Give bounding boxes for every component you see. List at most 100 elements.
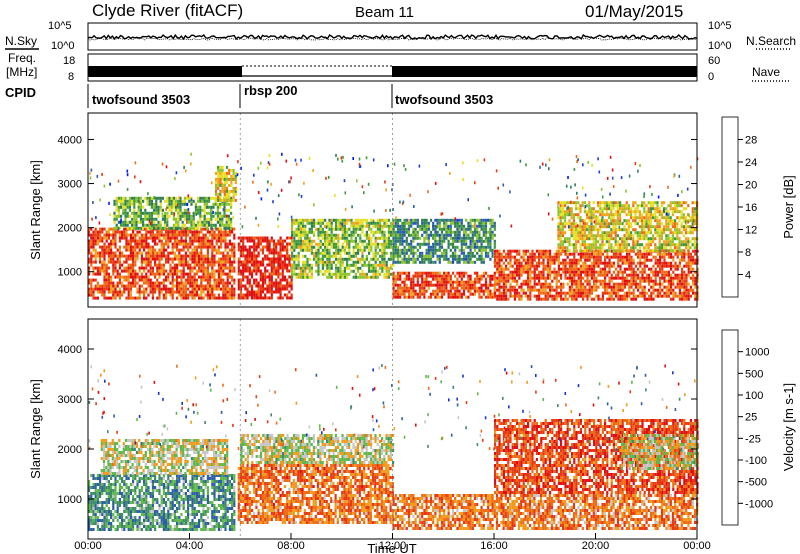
power-echo-cell [601, 291, 604, 295]
power-echo-cell [184, 257, 187, 261]
power-echo-cell [149, 257, 152, 261]
noise-right-ytick-top: 10^5 [708, 20, 732, 32]
power-echo-cell [562, 264, 565, 268]
power-echo-cell [637, 261, 640, 265]
power-echo-cell [136, 287, 139, 291]
power-echo-cell [326, 269, 329, 273]
power-echo-cell [244, 245, 247, 249]
power-echo-cell [194, 226, 197, 230]
power-echo-cell [191, 284, 194, 288]
power-echo-cell [297, 260, 300, 264]
power-echo-cell [302, 221, 305, 225]
power-echo-cell [376, 242, 379, 246]
power-echo-cell [689, 264, 692, 268]
power-echo-cell [425, 248, 428, 252]
power-echo-cell [272, 266, 276, 270]
power-echo-cell [257, 254, 260, 258]
power-echo-cell [359, 257, 362, 261]
power-echo-cell [376, 272, 379, 276]
power-echo-cell [350, 236, 353, 240]
power-echo-cell [500, 291, 503, 295]
power-echo-cell [211, 269, 214, 273]
power-echo-cell [145, 254, 148, 258]
power-echo-cell [692, 279, 695, 283]
power-echo-cell [648, 297, 651, 301]
power-echo-cell [193, 254, 196, 258]
power-echo-cell [491, 221, 494, 225]
power-echo-cell [281, 296, 284, 300]
power-echo-cell [120, 199, 123, 203]
power-echo-cell [575, 297, 578, 301]
power-echo-cell [191, 296, 194, 300]
power-echo-cell [685, 273, 688, 277]
nsky-label: N.Sky [5, 34, 37, 48]
power-echo-cell [405, 218, 408, 222]
power-echo-cell [264, 287, 267, 291]
power-echo-cell [232, 186, 235, 190]
power-echo-cell [228, 230, 231, 234]
power-echo-cell [158, 260, 161, 264]
power-echo-cell [270, 266, 273, 270]
power-echo-cell [143, 278, 146, 282]
power-echo-cell [513, 255, 516, 259]
power-echo-cell [206, 266, 209, 270]
power-echo-cell [533, 255, 536, 259]
power-echo-cell [482, 260, 485, 264]
power-echo-cell [184, 233, 187, 237]
power-echo-cell [246, 281, 249, 285]
power-echo-cell [405, 277, 408, 281]
power-echo-cell [242, 266, 245, 270]
power-echo-cell [173, 272, 176, 276]
power-echo-cell [676, 273, 679, 277]
power-echo-cell [103, 227, 106, 231]
power-echo-cell [564, 210, 567, 214]
power-echo-cell [385, 263, 388, 267]
power-echo-cell [321, 260, 324, 264]
power-echo-cell [357, 248, 360, 252]
power-echo-cell [410, 277, 413, 281]
power-echo-cell [676, 294, 679, 298]
power-echo-cell [259, 278, 262, 282]
power-echo-cell [227, 202, 230, 206]
power-echo-cell [145, 266, 148, 270]
power-echo-cell [553, 252, 556, 256]
power-echo-cell [524, 249, 527, 253]
power-echo-cell [184, 230, 187, 234]
power-echo-cell [491, 236, 494, 240]
power-echo-cell [434, 292, 437, 296]
power-echo-cell [681, 291, 684, 295]
power-echo-cell [317, 254, 320, 258]
power-echo-cell [299, 248, 302, 252]
power-echo-cell [529, 279, 532, 283]
power-echo-cell [546, 267, 549, 271]
power-echo-cell [429, 251, 433, 255]
power-echo-cell [440, 283, 444, 287]
power-echo-cell [496, 255, 499, 259]
power-echo-cell [118, 293, 121, 297]
power-echo-cell [223, 195, 226, 199]
power-echo-cell [244, 296, 247, 300]
power-echo-cell [299, 239, 302, 243]
power-echo-cell [572, 234, 575, 238]
power-echo-cell [266, 275, 269, 279]
power-echo-cell [151, 296, 154, 300]
power-echo-cell [328, 260, 331, 264]
power-echo-cell [440, 286, 444, 290]
power-echo-cell [237, 272, 240, 276]
power-echo-cell [352, 269, 355, 273]
power-echo-cell [593, 273, 596, 277]
power-echo-cell [283, 278, 287, 282]
power-echo-cell [135, 211, 138, 215]
power-echo-cell [520, 285, 523, 289]
power-echo-cell [524, 294, 527, 298]
power-echo-cell [94, 233, 97, 237]
power-echo-cell [414, 230, 417, 234]
power-echo-cell [230, 174, 233, 178]
power-echo-cell [579, 291, 582, 295]
power-echo-cell [630, 291, 633, 295]
power-echo-cell [255, 269, 258, 273]
power-echo-cell [610, 249, 613, 253]
power-echo-cell [128, 226, 131, 230]
power-echo-cell [493, 239, 496, 243]
power-echo-cell [114, 254, 117, 258]
